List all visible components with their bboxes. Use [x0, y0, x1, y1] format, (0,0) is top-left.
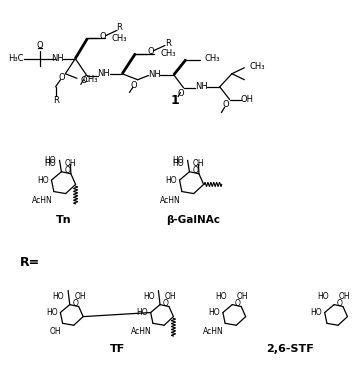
Text: HO: HO — [317, 292, 329, 301]
Text: O: O — [72, 299, 78, 308]
Text: O: O — [147, 47, 154, 56]
Text: AcHN: AcHN — [203, 326, 223, 335]
Text: R: R — [165, 39, 171, 48]
Text: OH: OH — [74, 292, 86, 301]
Text: R: R — [53, 96, 58, 105]
Text: OH: OH — [49, 326, 61, 335]
Text: NH: NH — [148, 70, 160, 79]
Text: CH₃: CH₃ — [83, 75, 98, 84]
Text: HO: HO — [37, 176, 49, 185]
Text: O: O — [130, 81, 137, 90]
Text: HO: HO — [215, 292, 227, 301]
Text: HO: HO — [165, 176, 177, 185]
Text: 2,6-STF: 2,6-STF — [267, 344, 314, 354]
Text: β-GalNAc: β-GalNAc — [166, 215, 221, 225]
Text: HO: HO — [46, 308, 58, 317]
Text: HO: HO — [52, 292, 64, 301]
Text: O: O — [223, 100, 230, 109]
Text: CH₃: CH₃ — [161, 49, 176, 58]
Text: O: O — [162, 299, 169, 308]
Text: AcHN: AcHN — [131, 326, 151, 335]
Text: NH: NH — [97, 69, 110, 78]
Text: OH: OH — [240, 95, 253, 104]
Text: O: O — [59, 73, 65, 82]
Text: OH: OH — [338, 292, 350, 301]
Text: O: O — [99, 32, 106, 41]
Text: AcHN: AcHN — [32, 196, 52, 205]
Text: HO: HO — [172, 156, 184, 165]
Text: TF: TF — [110, 344, 126, 354]
Text: OH: OH — [165, 292, 176, 301]
Text: HO: HO — [143, 292, 154, 301]
Text: O: O — [177, 89, 184, 98]
Text: NH: NH — [195, 82, 207, 91]
Text: CH₃: CH₃ — [204, 54, 220, 63]
Text: O: O — [64, 167, 70, 176]
Text: O: O — [192, 167, 198, 176]
Text: HO: HO — [44, 156, 56, 165]
Text: HO: HO — [172, 159, 183, 168]
Text: HO: HO — [310, 308, 322, 317]
Text: O: O — [337, 299, 342, 308]
Text: HO: HO — [44, 159, 56, 168]
Text: R: R — [116, 23, 122, 32]
Text: AcHN: AcHN — [160, 196, 180, 205]
Text: O: O — [80, 76, 87, 85]
Text: H₃C: H₃C — [8, 54, 24, 63]
Text: Tn: Tn — [56, 215, 72, 225]
Text: OH: OH — [237, 292, 249, 301]
Text: OH: OH — [65, 159, 76, 168]
Text: 1: 1 — [171, 94, 180, 108]
Text: R=: R= — [19, 256, 40, 269]
Text: CH₃: CH₃ — [112, 34, 127, 43]
Text: HO: HO — [136, 308, 148, 317]
Text: OH: OH — [193, 159, 205, 168]
Text: HO: HO — [209, 308, 220, 317]
Text: O: O — [37, 41, 44, 50]
Text: O: O — [235, 299, 241, 308]
Text: CH₃: CH₃ — [249, 62, 265, 71]
Text: NH: NH — [51, 54, 64, 63]
